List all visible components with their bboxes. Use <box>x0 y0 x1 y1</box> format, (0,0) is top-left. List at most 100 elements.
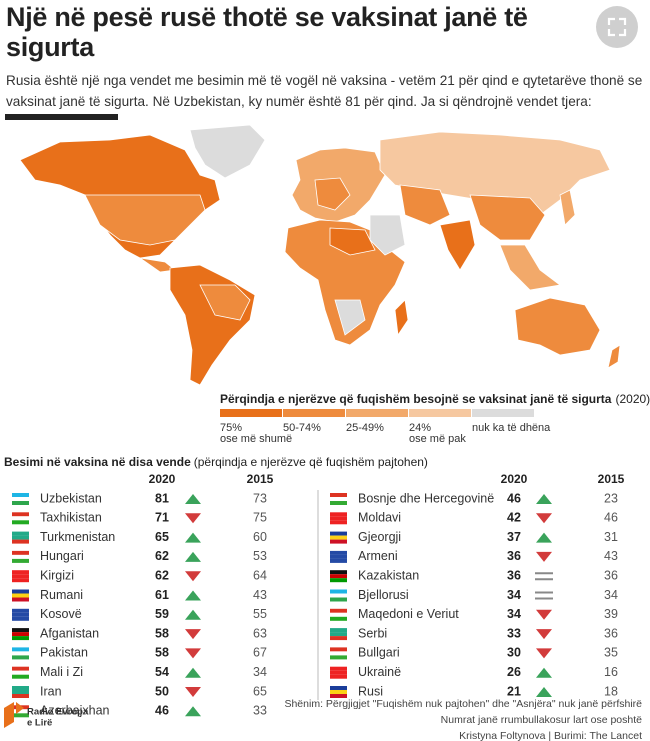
value-2015: 67 <box>253 646 267 660</box>
flag <box>12 493 29 497</box>
value-2015: 23 <box>604 491 618 505</box>
value-2015: 36 <box>604 568 618 582</box>
table-subheading: (përqindja e njerëzve që fuqishëm pajtoh… <box>194 455 428 469</box>
trend-up <box>185 667 201 678</box>
trend-down <box>185 648 201 659</box>
flag <box>330 655 347 660</box>
logo-text: Radio Evropa <box>27 707 89 718</box>
flag <box>12 574 29 579</box>
value-2015: 64 <box>253 568 267 582</box>
value-2015: 43 <box>253 588 267 602</box>
flag <box>330 535 347 540</box>
value-2015: 46 <box>604 511 618 525</box>
flag <box>12 616 29 621</box>
flag <box>330 670 347 675</box>
column-header: 2020 <box>501 472 528 486</box>
country-name: Rumani <box>40 588 83 602</box>
legend-label: 24% <box>409 422 431 434</box>
flag <box>12 558 29 563</box>
table-heading-text: Besimi në vaksina në disa vende <box>4 455 191 469</box>
value-2015: 31 <box>604 530 618 544</box>
country-name: Gjeorgji <box>358 530 401 544</box>
flag <box>330 558 347 563</box>
footer-note: Kristyna Foltynova | Burimi: The Lancet <box>459 730 642 741</box>
flag <box>330 531 347 536</box>
trend-down <box>185 629 201 640</box>
value-2015: 65 <box>253 684 267 698</box>
value-2015: 34 <box>253 665 267 679</box>
flag <box>12 501 29 505</box>
flag <box>330 539 347 544</box>
value-2015: 55 <box>253 607 267 621</box>
flag <box>12 608 29 613</box>
value-2020: 30 <box>507 646 521 660</box>
flag <box>12 570 29 575</box>
flag <box>330 690 347 694</box>
value-2020: 71 <box>155 511 169 525</box>
country-name: Ukrainë <box>358 665 401 679</box>
flag <box>12 647 29 652</box>
trend-up <box>185 590 201 601</box>
legend-swatch <box>346 409 408 417</box>
trend-up <box>536 667 552 678</box>
flag <box>12 674 29 679</box>
country-name: Taxhikistan <box>40 511 102 525</box>
value-2020: 62 <box>155 568 169 582</box>
flag <box>12 531 29 536</box>
value-2020: 81 <box>155 491 169 505</box>
value-2020: 58 <box>155 626 169 640</box>
value-2015: 16 <box>604 665 618 679</box>
flag <box>330 554 347 559</box>
trend-up <box>185 609 201 620</box>
trend-down <box>536 551 552 562</box>
value-2020: 37 <box>507 530 521 544</box>
country-name: Moldavi <box>358 511 401 525</box>
country-name: Maqedoni e Veriut <box>358 607 459 621</box>
flag <box>12 694 29 698</box>
trend-up <box>185 706 201 717</box>
value-2020: 26 <box>507 665 521 679</box>
table-heading: Besimi në vaksina në disa vende (përqindj… <box>4 455 428 469</box>
value-2020: 34 <box>507 588 521 602</box>
country-name: Uzbekistan <box>40 491 102 505</box>
trend-up <box>536 687 552 697</box>
flag <box>330 636 347 641</box>
subtitle: Rusia është një nga vendet me besimin më… <box>6 73 643 109</box>
legend-label: nuk ka të dhëna <box>472 422 551 434</box>
flag <box>12 636 29 641</box>
value-2015: 75 <box>253 511 267 525</box>
country-name: Kazakistan <box>358 568 419 582</box>
value-2020: 54 <box>155 665 169 679</box>
flag <box>12 520 29 525</box>
world-map <box>19 124 621 386</box>
flag <box>330 608 347 613</box>
country-name: Armeni <box>358 549 398 563</box>
legend-swatch <box>283 409 345 417</box>
flag <box>12 550 29 555</box>
flag <box>330 593 347 598</box>
legend-title-text: Përqindja e njerëzve që fuqishëm besojnë… <box>220 392 612 406</box>
value-2020: 34 <box>507 607 521 621</box>
country-name: Turkmenistan <box>40 530 115 544</box>
trend-up <box>185 532 201 543</box>
value-2015: 43 <box>604 549 618 563</box>
flag <box>330 501 347 505</box>
trend-up <box>185 551 201 562</box>
flag <box>330 628 347 633</box>
flag <box>12 535 29 540</box>
trend-up <box>536 494 552 504</box>
flag <box>12 516 29 521</box>
flag <box>12 632 29 637</box>
value-2020: 21 <box>507 684 521 698</box>
column-header: 2015 <box>598 472 625 486</box>
value-2020: 36 <box>507 549 521 563</box>
flag <box>12 713 29 718</box>
flag <box>330 632 347 637</box>
trend-down <box>536 513 552 524</box>
value-2015: 60 <box>253 530 267 544</box>
flag <box>330 616 347 621</box>
legend-year: (2020) <box>615 392 650 406</box>
expand-button[interactable] <box>596 6 638 48</box>
